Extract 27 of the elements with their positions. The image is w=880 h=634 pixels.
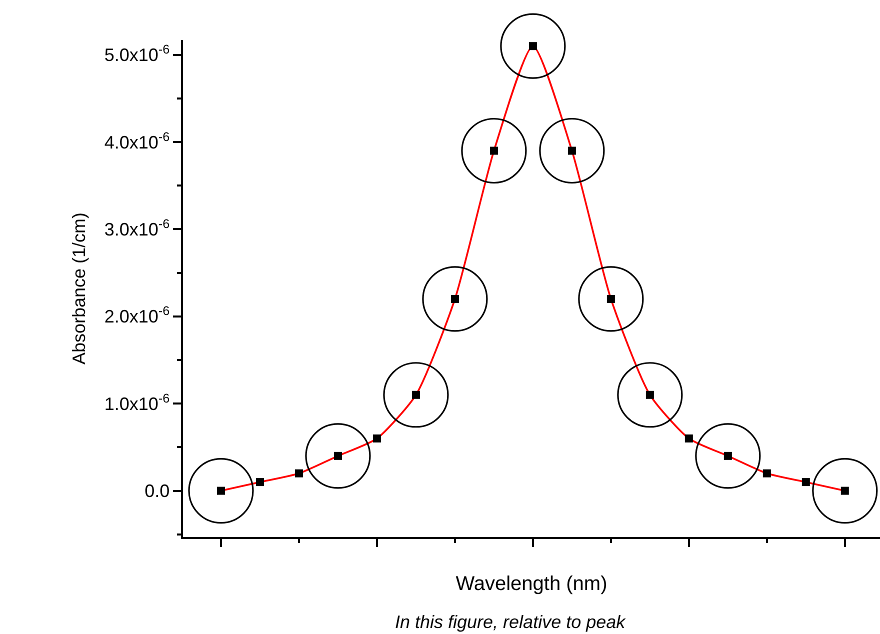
point <box>412 390 420 399</box>
point <box>490 146 498 155</box>
text: In this figure, relative to peak <box>395 612 626 632</box>
point <box>461 118 527 184</box>
y-axis-title: Absorbance (1/cm) <box>69 212 90 365</box>
point <box>762 469 771 478</box>
y-tick-label: 0.0 <box>144 481 170 502</box>
point <box>383 362 449 428</box>
point <box>216 486 225 495</box>
point <box>840 486 849 495</box>
point <box>256 478 264 486</box>
x-axis-title: Wavelength (nm) <box>456 572 608 595</box>
point <box>617 362 683 428</box>
point <box>372 434 381 442</box>
y-tick-label: 3.0x10$^{-6}$ <box>104 216 170 240</box>
y-tick-label: 4.0x10$^{-6}$ <box>104 130 170 152</box>
point <box>812 458 878 524</box>
y-tick-label: 2.0x10$^{-6}$ <box>104 304 170 327</box>
point <box>646 390 654 399</box>
y-tick-label: 5.0x10$^{-6}$ <box>104 42 170 66</box>
point <box>294 469 303 478</box>
point <box>684 434 693 442</box>
point <box>802 478 810 486</box>
point <box>539 118 605 184</box>
y-tick-label: 1.0x10$^{-6}$ <box>104 391 170 414</box>
point <box>188 458 254 524</box>
point <box>568 146 576 155</box>
